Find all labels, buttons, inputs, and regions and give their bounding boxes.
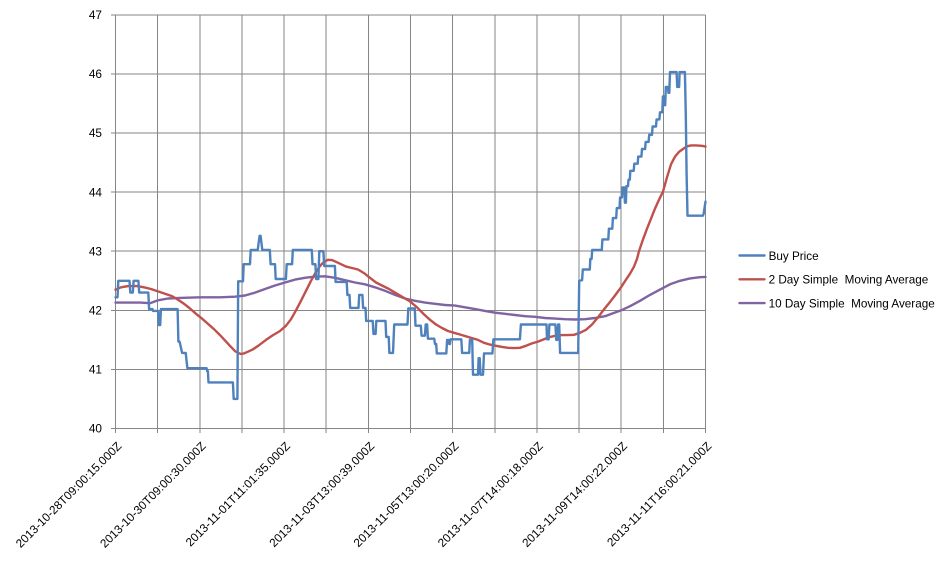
svg-text:Buy Price: Buy Price — [769, 250, 819, 263]
svg-text:10 Day Simple Moving Average: 10 Day Simple Moving Average — [769, 297, 935, 310]
svg-text:2 Day Simple Moving Average: 2 Day Simple Moving Average — [769, 274, 929, 287]
svg-text:43: 43 — [89, 244, 103, 258]
svg-text:42: 42 — [89, 304, 102, 318]
svg-text:44: 44 — [89, 185, 103, 199]
svg-text:40: 40 — [89, 422, 103, 436]
svg-text:41: 41 — [89, 363, 102, 377]
svg-text:46: 46 — [89, 67, 103, 81]
svg-text:45: 45 — [89, 126, 103, 140]
svg-text:47: 47 — [89, 8, 102, 22]
